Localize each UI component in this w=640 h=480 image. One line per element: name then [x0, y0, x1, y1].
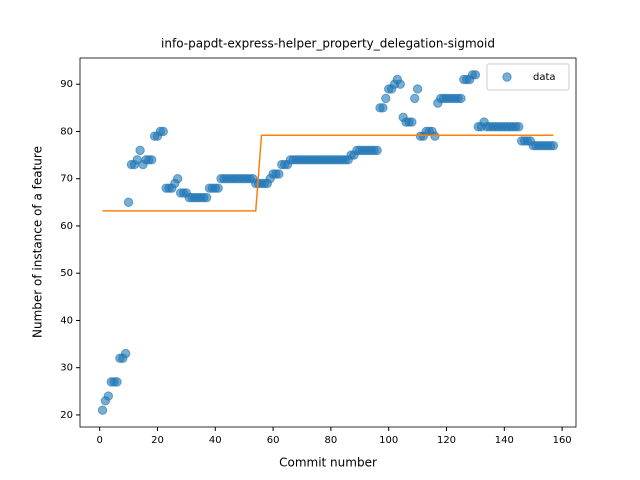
x-tick-label: 100	[379, 435, 398, 446]
data-point	[97, 405, 108, 415]
x-tick-label: 160	[553, 435, 572, 446]
data-point	[372, 145, 382, 156]
x-axis-label: Commit number	[279, 456, 377, 470]
data-point	[135, 145, 145, 156]
data-point	[378, 103, 388, 113]
data-point	[548, 140, 559, 151]
data-point	[123, 197, 134, 208]
legend-box	[486, 63, 570, 91]
y-tick-label: 30	[60, 363, 73, 374]
fit-line	[102, 134, 554, 212]
data-point	[274, 169, 284, 179]
y-tick-label: 40	[60, 315, 73, 326]
legend-label: data	[533, 72, 556, 83]
x-tick-label: 40	[209, 435, 222, 446]
x-tick-label: 0	[96, 435, 102, 446]
data-point	[407, 117, 417, 127]
data-point	[103, 391, 114, 401]
data-point	[112, 377, 122, 387]
chart-title: info-papdt-express-helper_property_deleg…	[161, 37, 495, 51]
data-point	[146, 155, 157, 165]
y-tick-label: 20	[60, 410, 73, 421]
data-point	[158, 126, 168, 137]
y-tick-label: 60	[60, 221, 73, 232]
y-tick-label: 90	[60, 79, 73, 90]
legend-marker	[502, 72, 512, 82]
data-point	[172, 174, 183, 184]
x-tick-label: 20	[151, 435, 164, 446]
x-tick-label: 80	[325, 435, 338, 446]
data-point	[201, 192, 212, 203]
data-point	[412, 84, 423, 94]
data-point	[430, 131, 440, 141]
data-point	[514, 122, 524, 132]
x-tick-label: 60	[267, 435, 280, 446]
plot-frame	[79, 57, 577, 428]
data-point	[213, 183, 223, 193]
data-point	[381, 93, 391, 104]
x-tick-label: 120	[437, 435, 456, 446]
data-point	[120, 348, 131, 359]
data-point	[470, 70, 481, 80]
data-point	[410, 93, 420, 104]
data-point	[395, 79, 405, 89]
y-axis-label: Number of instance of a feature	[31, 146, 45, 338]
y-tick-label: 50	[60, 268, 73, 279]
x-tick-label: 140	[495, 435, 514, 446]
y-tick-label: 80	[60, 126, 73, 137]
y-tick-label: 70	[60, 174, 73, 185]
data-point	[456, 93, 466, 104]
